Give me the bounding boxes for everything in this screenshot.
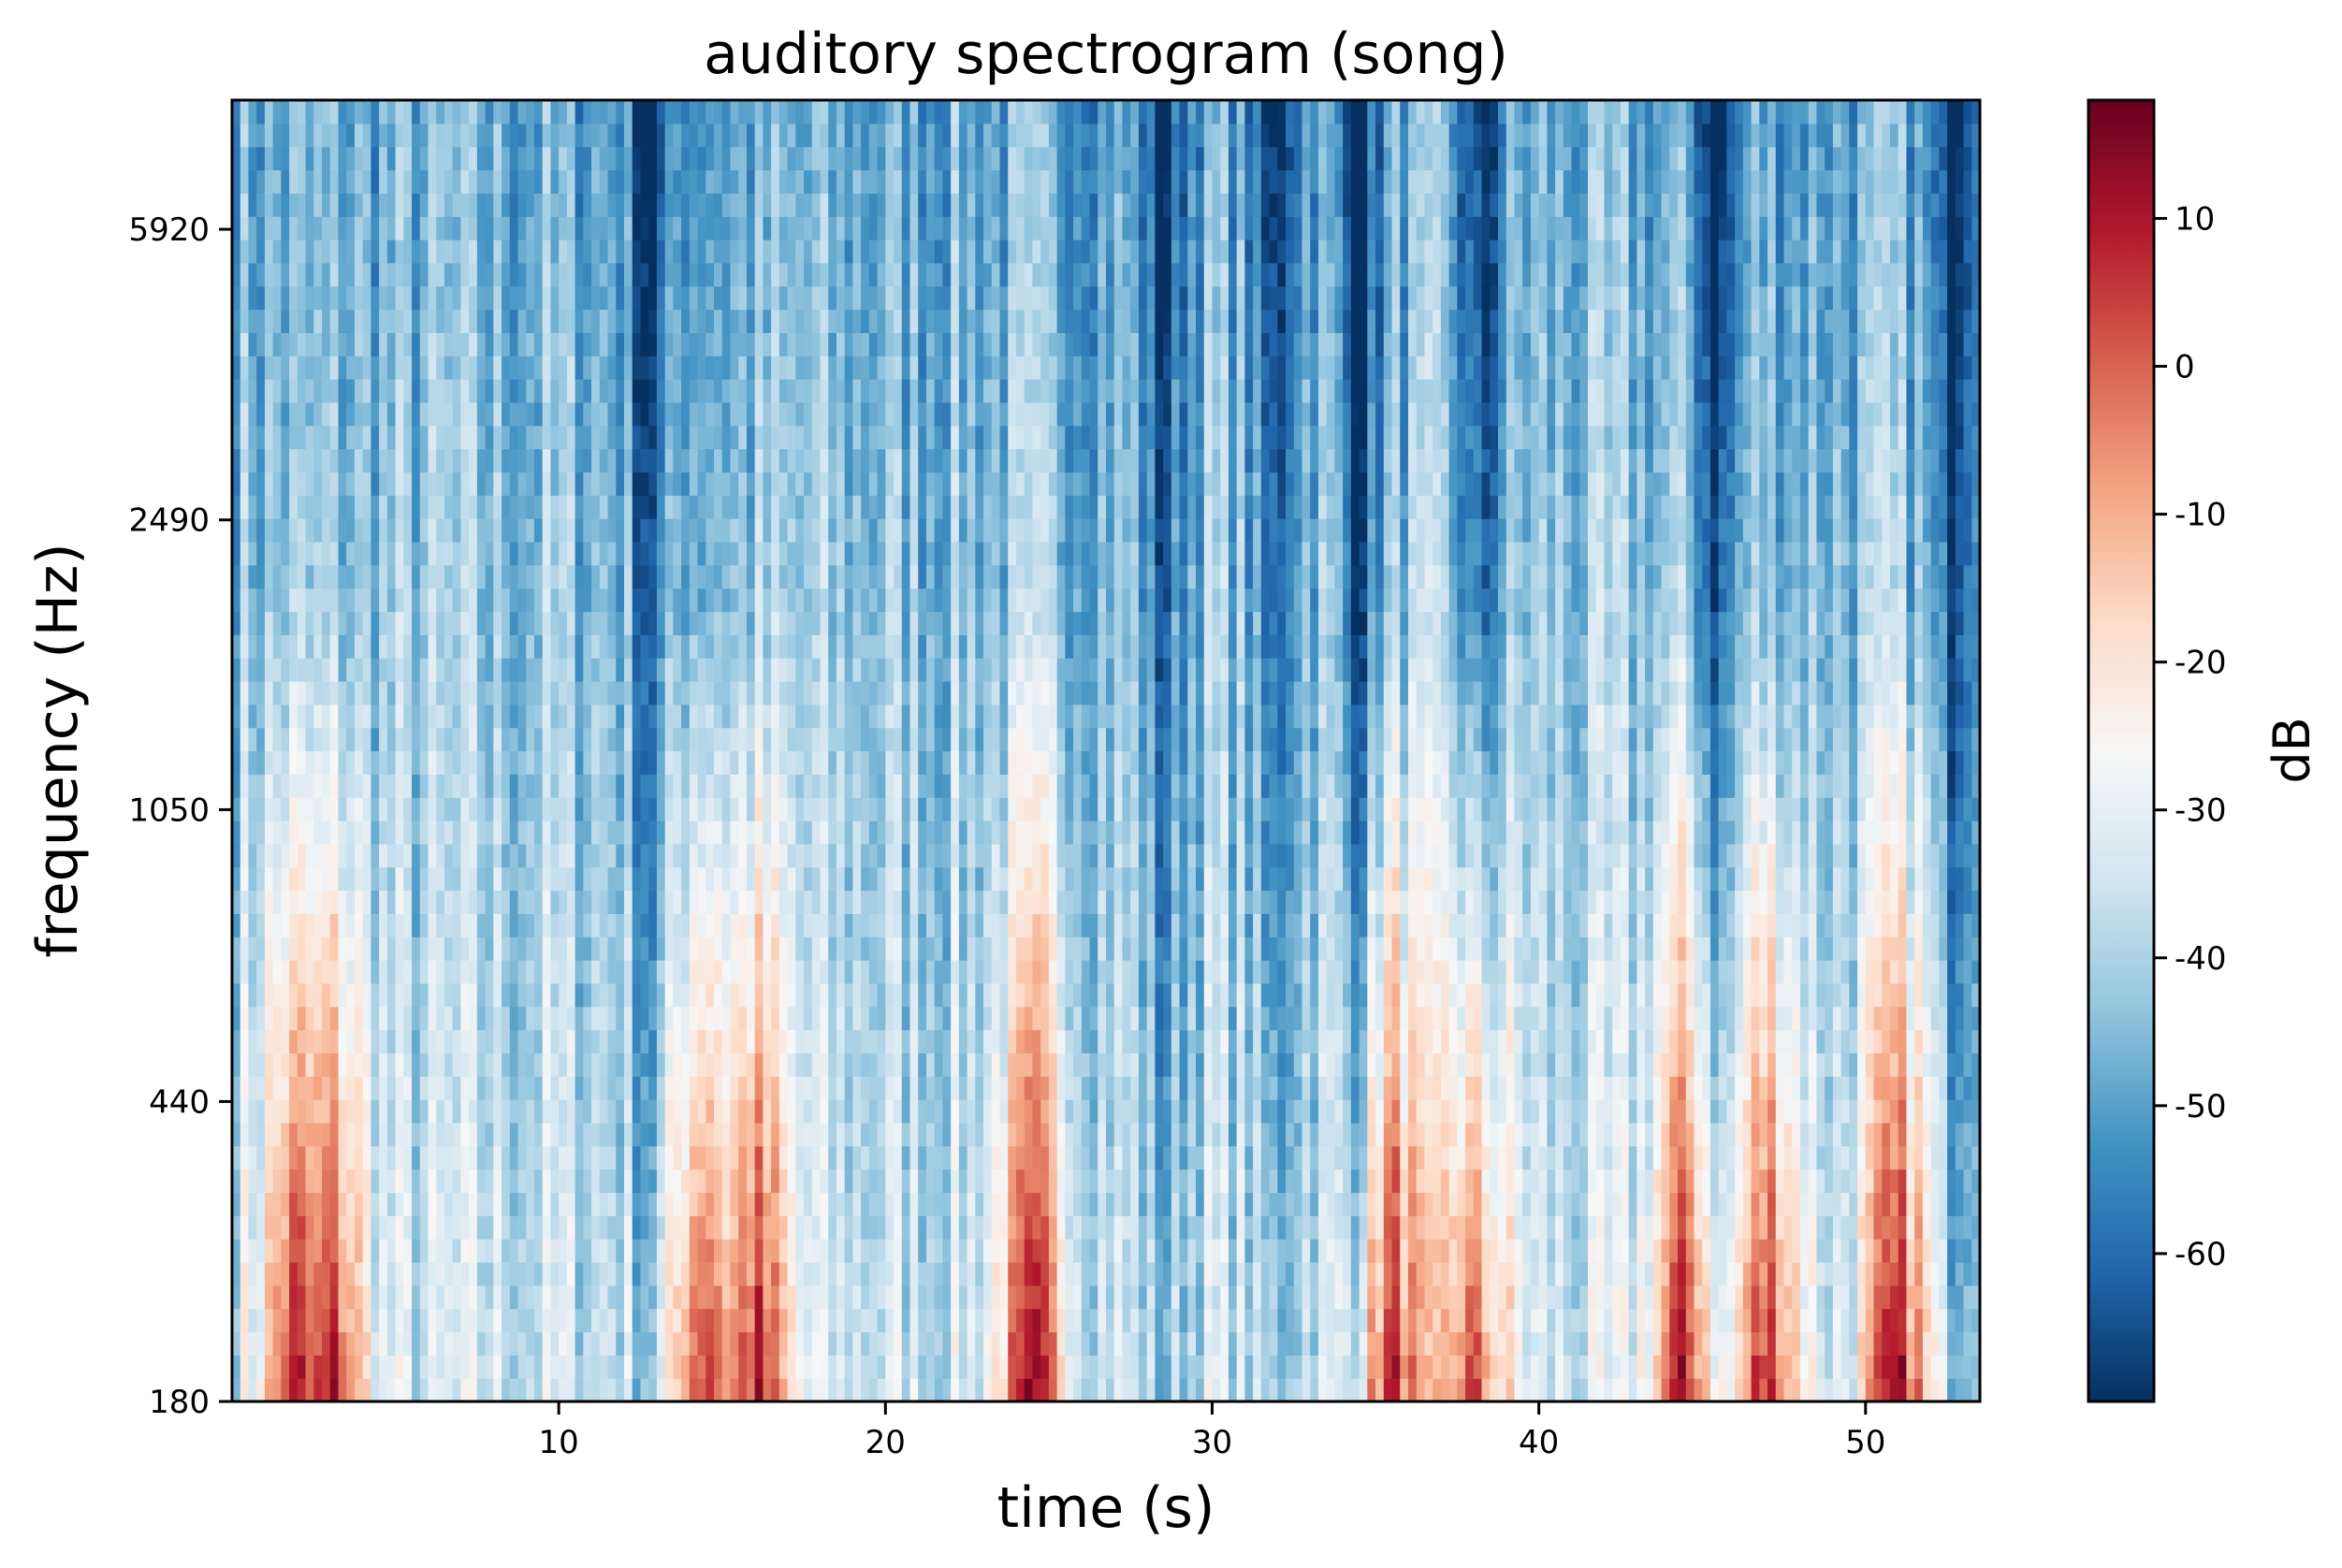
x-axis-label: time (s) (997, 1475, 1215, 1541)
x-tick-label: 30 (1192, 1424, 1232, 1461)
colorbar: 10 0 -10 -20 -30 -40 -50 -60 dB (2088, 100, 2321, 1401)
x-tick-label: 40 (1519, 1424, 1559, 1461)
y-tick-label: 2490 (128, 502, 210, 540)
colorbar-tick-label: -30 (2175, 792, 2227, 830)
y-axis-label: frequency (Hz) (25, 543, 91, 957)
colorbar-tick-label: -10 (2175, 497, 2227, 534)
colorbar-tick-label: -50 (2175, 1088, 2227, 1125)
y-tick-label: 440 (149, 1083, 210, 1121)
x-tick-label: 50 (1845, 1424, 1885, 1461)
colorbar-tick-label: -40 (2175, 940, 2227, 978)
colorbar-gradient (2088, 100, 2154, 1401)
colorbar-tick-label: 10 (2175, 200, 2215, 238)
colorbar-label: dB (2262, 717, 2321, 783)
x-tick-label: 10 (539, 1424, 579, 1461)
x-axis: 10 20 30 40 50 (539, 1401, 1886, 1461)
colorbar-tick-label: -20 (2175, 645, 2227, 682)
y-tick-label: 180 (149, 1384, 210, 1421)
chart-title: auditory spectrogram (song) (704, 22, 1508, 87)
y-tick-label: 1050 (128, 791, 210, 829)
y-axis: 180 440 1050 2490 5920 (128, 211, 232, 1421)
colorbar-tick-label: 0 (2175, 349, 2195, 386)
colorbar-tick-label: -60 (2175, 1236, 2227, 1273)
y-tick-label: 5920 (128, 211, 210, 249)
spectrogram-heatmap (232, 100, 1981, 1402)
x-tick-label: 20 (866, 1424, 906, 1461)
